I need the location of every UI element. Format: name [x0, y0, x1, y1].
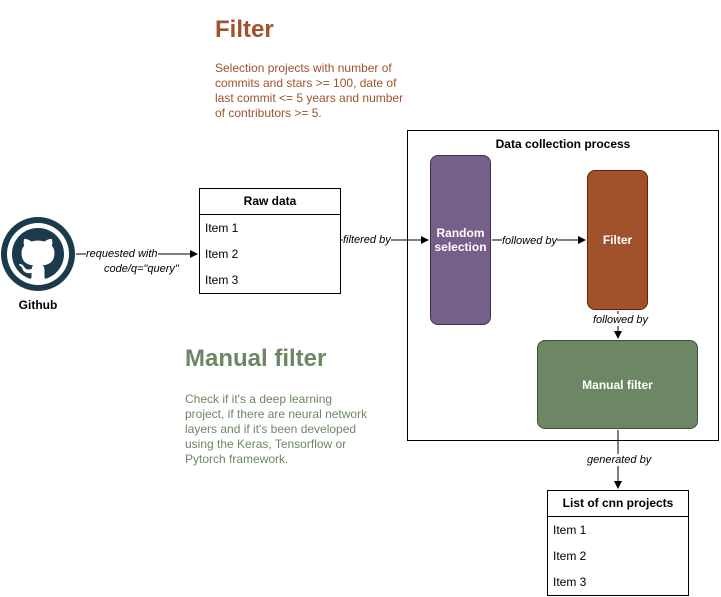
github-label: Github [18, 298, 58, 312]
raw-data-title: Raw data [200, 189, 340, 215]
edge-label-requested-with: requested with [86, 248, 158, 260]
github-icon [0, 216, 76, 292]
raw-data-list: Raw data Item 1 Item 2 Item 3 [199, 188, 341, 294]
edge-label-requested-query: code/q="query" [104, 263, 179, 275]
random-selection-step: Random selection [430, 155, 491, 325]
manual-note-description: Check if it's a deep learning project, i… [185, 392, 368, 466]
list-item: Item 2 [205, 247, 239, 261]
filter-step: Filter [587, 170, 648, 310]
cnn-projects-title: List of cnn projects [548, 491, 688, 517]
data-collection-process-title: Data collection process [495, 137, 631, 151]
list-item: Item 1 [553, 523, 587, 537]
filter-note-title: Filter [215, 16, 274, 43]
cnn-projects-list: List of cnn projects Item 1 Item 2 Item … [547, 490, 689, 596]
manual-note-title: Manual filter [185, 345, 327, 372]
edge-label-followed-by: followed by [593, 314, 649, 326]
edge-label-generated-by: generated by [587, 454, 652, 466]
filter-note-description: Selection projects with number of commit… [215, 61, 404, 120]
data-collection-process-container [407, 130, 719, 441]
edge-label-followed-by: followed by [502, 235, 558, 247]
list-item: Item 1 [205, 221, 239, 235]
list-item: Item 3 [553, 575, 587, 589]
list-item: Item 3 [205, 273, 239, 287]
manual-filter-step: Manual filter [537, 340, 698, 429]
edge-label-filtered-by: filtered by [343, 234, 391, 246]
list-item: Item 2 [553, 549, 587, 563]
